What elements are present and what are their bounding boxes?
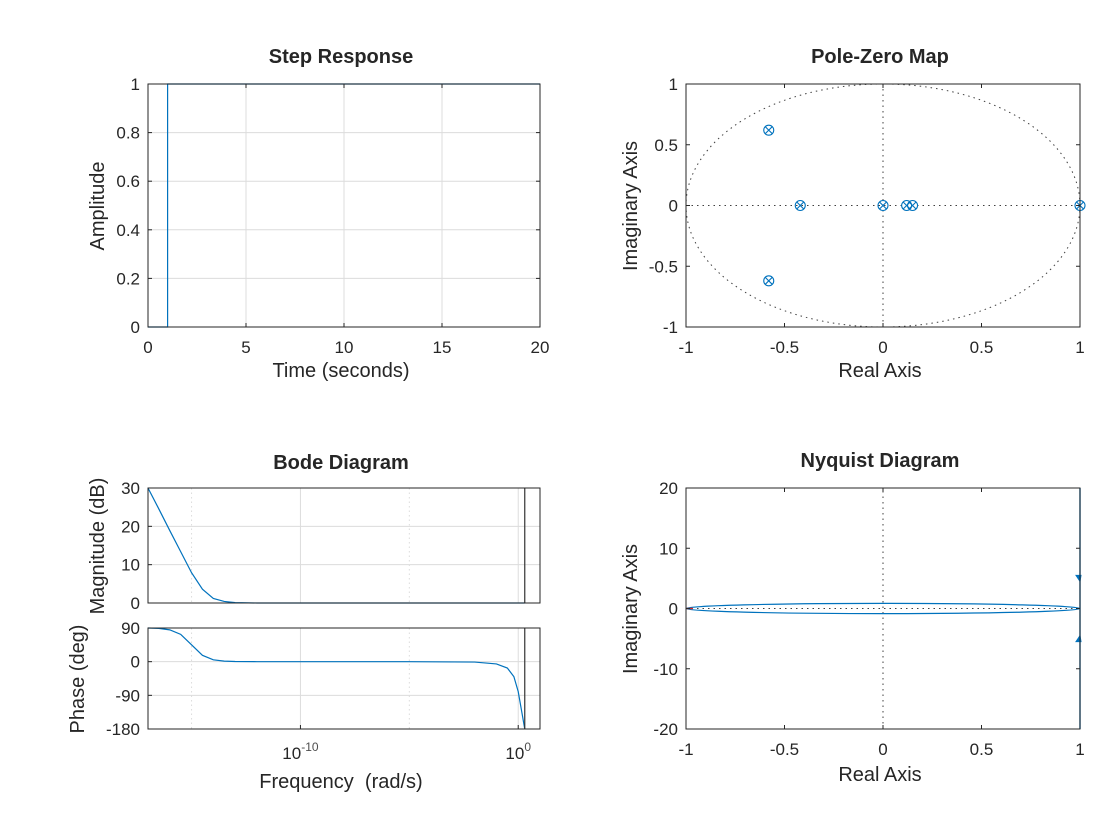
nyquist-xtick-label: 0 [878, 740, 887, 759]
step-ytick-label: 0 [131, 318, 140, 337]
bode-ticks: 0 10 20 30 -180 -90 0 90 10-10 100 [106, 479, 531, 763]
pz-xtick-label: 1 [1075, 338, 1084, 357]
pz-title: Pole-Zero Map [811, 46, 949, 68]
bode-phase-ylabel: Phase (deg) [67, 625, 89, 734]
pole-marker [902, 201, 911, 210]
pole-marker [879, 201, 887, 210]
zero-marker [763, 275, 775, 287]
bode-magnitude-ytick-label: 20 [121, 517, 140, 536]
nyquist-ytick-label: 0 [669, 600, 678, 619]
nyquist-xlabel: Real Axis [838, 764, 921, 786]
nyquist-ylabel: Imaginary Axis [620, 544, 642, 674]
step-ytick-label: 1 [131, 75, 140, 94]
nyquist-guides [686, 488, 1080, 729]
bode-xlabel: Frequency (rad/s) [259, 771, 422, 793]
nyquist-diagram-axes: -1 -0.5 0 0.5 1 -20 -10 0 10 20 Nyquist Diagram R… [620, 450, 1085, 786]
zero-marker [763, 124, 775, 136]
step-title: Step Response [269, 46, 413, 68]
nyquist-xtick-label: 1 [1075, 740, 1084, 759]
bode-phase-ytick-label: -180 [106, 720, 140, 739]
nyquist-ytick-label: -10 [653, 660, 678, 679]
step-response-axes: 0 5 10 15 20 0 0.2 0.4 0.6 0.8 1 Step Response Tim… [87, 46, 549, 382]
bode-magnitude-ytick-label: 10 [121, 556, 140, 575]
pz-xtick-label: -0.5 [770, 338, 799, 357]
step-xtick-label: 15 [433, 338, 452, 357]
pz-ylabel: Imaginary Axis [620, 141, 642, 271]
bode-phase-ytick-label: 90 [121, 619, 140, 638]
bode-xtick-label: 100 [505, 740, 531, 763]
pz-markers [763, 124, 1086, 287]
nyquist-xtick-label: 0.5 [970, 740, 994, 759]
bode-magnitude-ylabel: Magnitude (dB) [87, 478, 109, 615]
nyquist-ytick-label: 20 [659, 479, 678, 498]
step-ytick-label: 0.6 [116, 172, 140, 191]
zero-marker [906, 199, 919, 212]
step-grid [148, 84, 540, 327]
pole-zero-map-axes: -1 -0.5 0 0.5 1 -1 -0.5 0 0.5 1 Pole-Zero Map Rea… [620, 46, 1086, 382]
pz-xtick-label: 0 [878, 338, 887, 357]
bode-xtick-label: 10-10 [282, 740, 319, 763]
bode-phase-frame [147, 627, 541, 730]
pole-marker [796, 201, 805, 210]
nyquist-xtick-label: -0.5 [770, 740, 799, 759]
step-xlabel: Time (seconds) [272, 360, 409, 382]
pole-marker [764, 126, 773, 135]
step-xtick-label: 10 [335, 338, 354, 357]
bode-phase-ytick-label: 0 [131, 653, 140, 672]
pz-xlabel: Real Axis [838, 360, 921, 382]
pz-ytick-label: 1 [669, 75, 678, 94]
step-ytick-label: 0.8 [116, 124, 140, 143]
step-ytick-label: 0.4 [116, 221, 140, 240]
bode-magnitude-ytick-label: 30 [121, 479, 140, 498]
bode-plot [147, 487, 526, 730]
step-xtick-label: 20 [531, 338, 550, 357]
pz-xtick-label: 0.5 [970, 338, 994, 357]
bode-magnitude-frame [147, 487, 541, 604]
step-xtick-label: 5 [241, 338, 250, 357]
pz-ytick-label: -0.5 [649, 257, 678, 276]
bode-diagram-axes: 0 10 20 30 -180 -90 0 90 10-10 100 Bode Diagram F… [67, 452, 541, 793]
nyquist-ytick-label: 10 [659, 539, 678, 558]
pole-marker [764, 276, 773, 285]
nyquist-ytick-label: -20 [653, 720, 678, 739]
bode-title: Bode Diagram [273, 452, 409, 474]
bode-phase-ytick-label: -90 [115, 686, 140, 705]
step-xtick-label: 0 [143, 338, 152, 357]
zero-marker [901, 199, 913, 212]
zero-marker [794, 199, 806, 212]
step-ylabel: Amplitude [87, 162, 109, 251]
bode-magnitude-curve [147, 487, 525, 604]
bode-grid [148, 488, 540, 729]
pz-xtick-label: -1 [678, 338, 693, 357]
zero-marker [877, 199, 889, 212]
bode-phase-curve [147, 627, 526, 730]
bode-magnitude-ytick-label: 0 [131, 594, 140, 613]
nyquist-xtick-label: -1 [678, 740, 693, 759]
pz-ytick-label: 0 [669, 197, 678, 216]
nyquist-title: Nyquist Diagram [801, 450, 960, 472]
step-ytick-label: 0.2 [116, 269, 140, 288]
pz-ytick-label: -1 [663, 318, 678, 337]
pz-ticks: -1 -0.5 0 0.5 1 -1 -0.5 0 0.5 1 [649, 75, 1085, 357]
pz-ytick-label: 0.5 [654, 136, 678, 155]
pole-marker [908, 201, 917, 210]
nyquist-ticks: -1 -0.5 0 0.5 1 -20 -10 0 10 20 [653, 479, 1084, 759]
step-ticks: 0 5 10 15 20 0 0.2 0.4 0.6 0.8 1 [116, 75, 549, 357]
